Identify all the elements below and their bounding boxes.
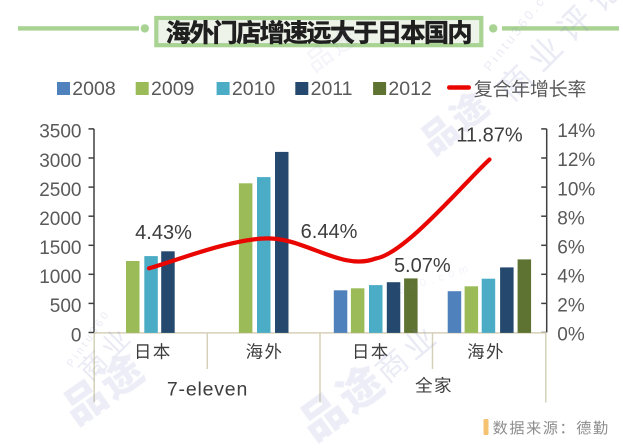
svg-text:4%: 4% [557, 267, 585, 288]
svg-text:2008: 2008 [72, 78, 115, 100]
svg-text:2000: 2000 [39, 209, 81, 230]
svg-text:3500: 3500 [39, 122, 81, 143]
svg-text:14%: 14% [557, 121, 595, 142]
svg-text:6.44%: 6.44% [301, 221, 358, 243]
svg-text:10%: 10% [557, 179, 595, 200]
svg-text:8%: 8% [557, 208, 585, 229]
svg-text:11.87%: 11.87% [456, 125, 523, 147]
svg-text:2011: 2011 [311, 78, 353, 100]
svg-text:1000: 1000 [39, 267, 81, 288]
svg-text:0: 0 [71, 325, 82, 346]
svg-text:7-eleven: 7-eleven [167, 379, 248, 401]
svg-text:2010: 2010 [232, 78, 276, 100]
svg-text:2009: 2009 [151, 78, 194, 100]
svg-text:5.07%: 5.07% [394, 255, 451, 277]
svg-text:2%: 2% [557, 296, 585, 317]
svg-text:500: 500 [50, 296, 82, 317]
svg-text:6%: 6% [557, 238, 585, 259]
svg-text:1500: 1500 [39, 238, 81, 259]
svg-text:3000: 3000 [39, 151, 81, 172]
svg-text:2500: 2500 [39, 180, 81, 201]
svg-text:2012: 2012 [388, 78, 431, 100]
svg-text:4.43%: 4.43% [135, 222, 192, 244]
svg-text:12%: 12% [557, 150, 595, 171]
svg-text:0%: 0% [557, 325, 585, 346]
